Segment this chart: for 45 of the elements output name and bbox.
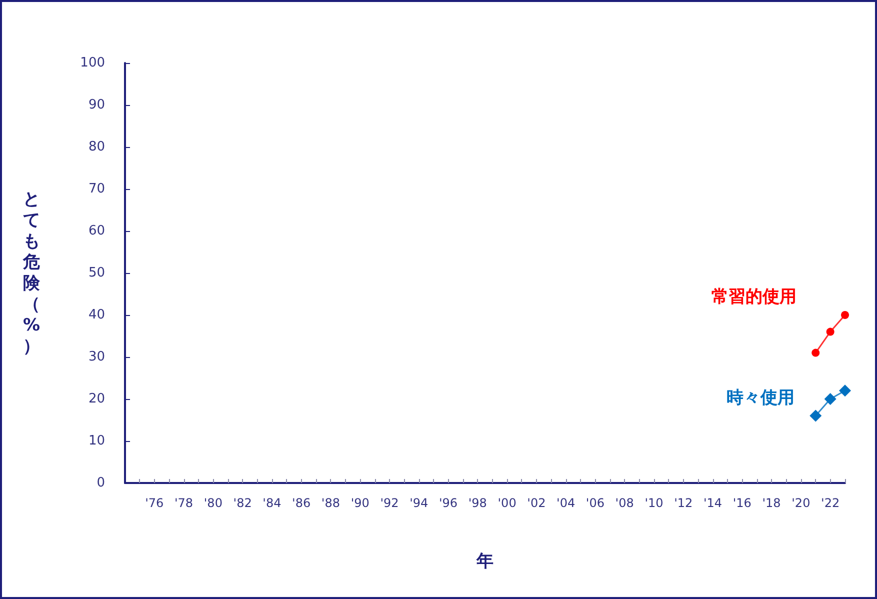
x-tick-label: '94 <box>410 496 428 510</box>
y-tick-label: 40 <box>88 308 105 322</box>
point <box>839 384 851 397</box>
x-tick-label: '80 <box>204 496 222 510</box>
x-tick-label: '12 <box>674 496 693 510</box>
x-tick-label: '18 <box>762 496 781 510</box>
point <box>812 348 820 357</box>
text: 常習的使用 <box>712 286 797 307</box>
x-axis-title: 年 <box>476 552 494 572</box>
y-tick-label: 10 <box>88 434 105 448</box>
point <box>826 328 834 336</box>
x-tick-label: '00 <box>498 496 516 510</box>
y-tick-label: 70 <box>88 182 105 196</box>
y-tick-label: 50 <box>88 266 105 280</box>
series-label: 時々使用 <box>726 388 795 408</box>
x-tick-label: '98 <box>468 496 487 510</box>
x-tick-label: '92 <box>380 496 399 510</box>
point <box>841 311 849 319</box>
x-tick-label: '14 <box>703 496 722 510</box>
x-tick-label: '78 <box>174 496 194 510</box>
x-tick-label: '08 <box>615 496 634 510</box>
x-tick-label: '90 <box>350 496 370 510</box>
y-tick-label: 30 <box>88 350 105 364</box>
y-tick-label: 20 <box>88 392 105 406</box>
x-tick-label: '16 <box>732 496 752 510</box>
x-tick-label: '82 <box>233 496 252 510</box>
x-tick-label: '86 <box>292 496 311 510</box>
y-axis-title: とても危険（%） <box>22 190 41 356</box>
point <box>810 410 822 422</box>
x-tick-label: '06 <box>586 496 604 510</box>
x-tick-label: '22 <box>821 496 840 510</box>
x-tick-label: '10 <box>644 496 664 510</box>
x-tick-label: '20 <box>792 496 810 510</box>
x-tick-label: '02 <box>527 496 546 510</box>
x-tick-label: '76 <box>145 496 164 510</box>
y-tick-label: 60 <box>88 224 105 238</box>
y-tick-label: 80 <box>88 140 105 154</box>
point <box>824 393 836 405</box>
x-tick-label: '88 <box>321 496 340 510</box>
y-tick-label: 90 <box>88 98 105 112</box>
x-tick-label: '84 <box>262 496 282 510</box>
y-tick-label: 0 <box>96 476 105 490</box>
y-tick-label: 100 <box>80 56 105 70</box>
x-tick-label: '96 <box>438 496 458 510</box>
x-tick-label: '04 <box>556 496 576 510</box>
